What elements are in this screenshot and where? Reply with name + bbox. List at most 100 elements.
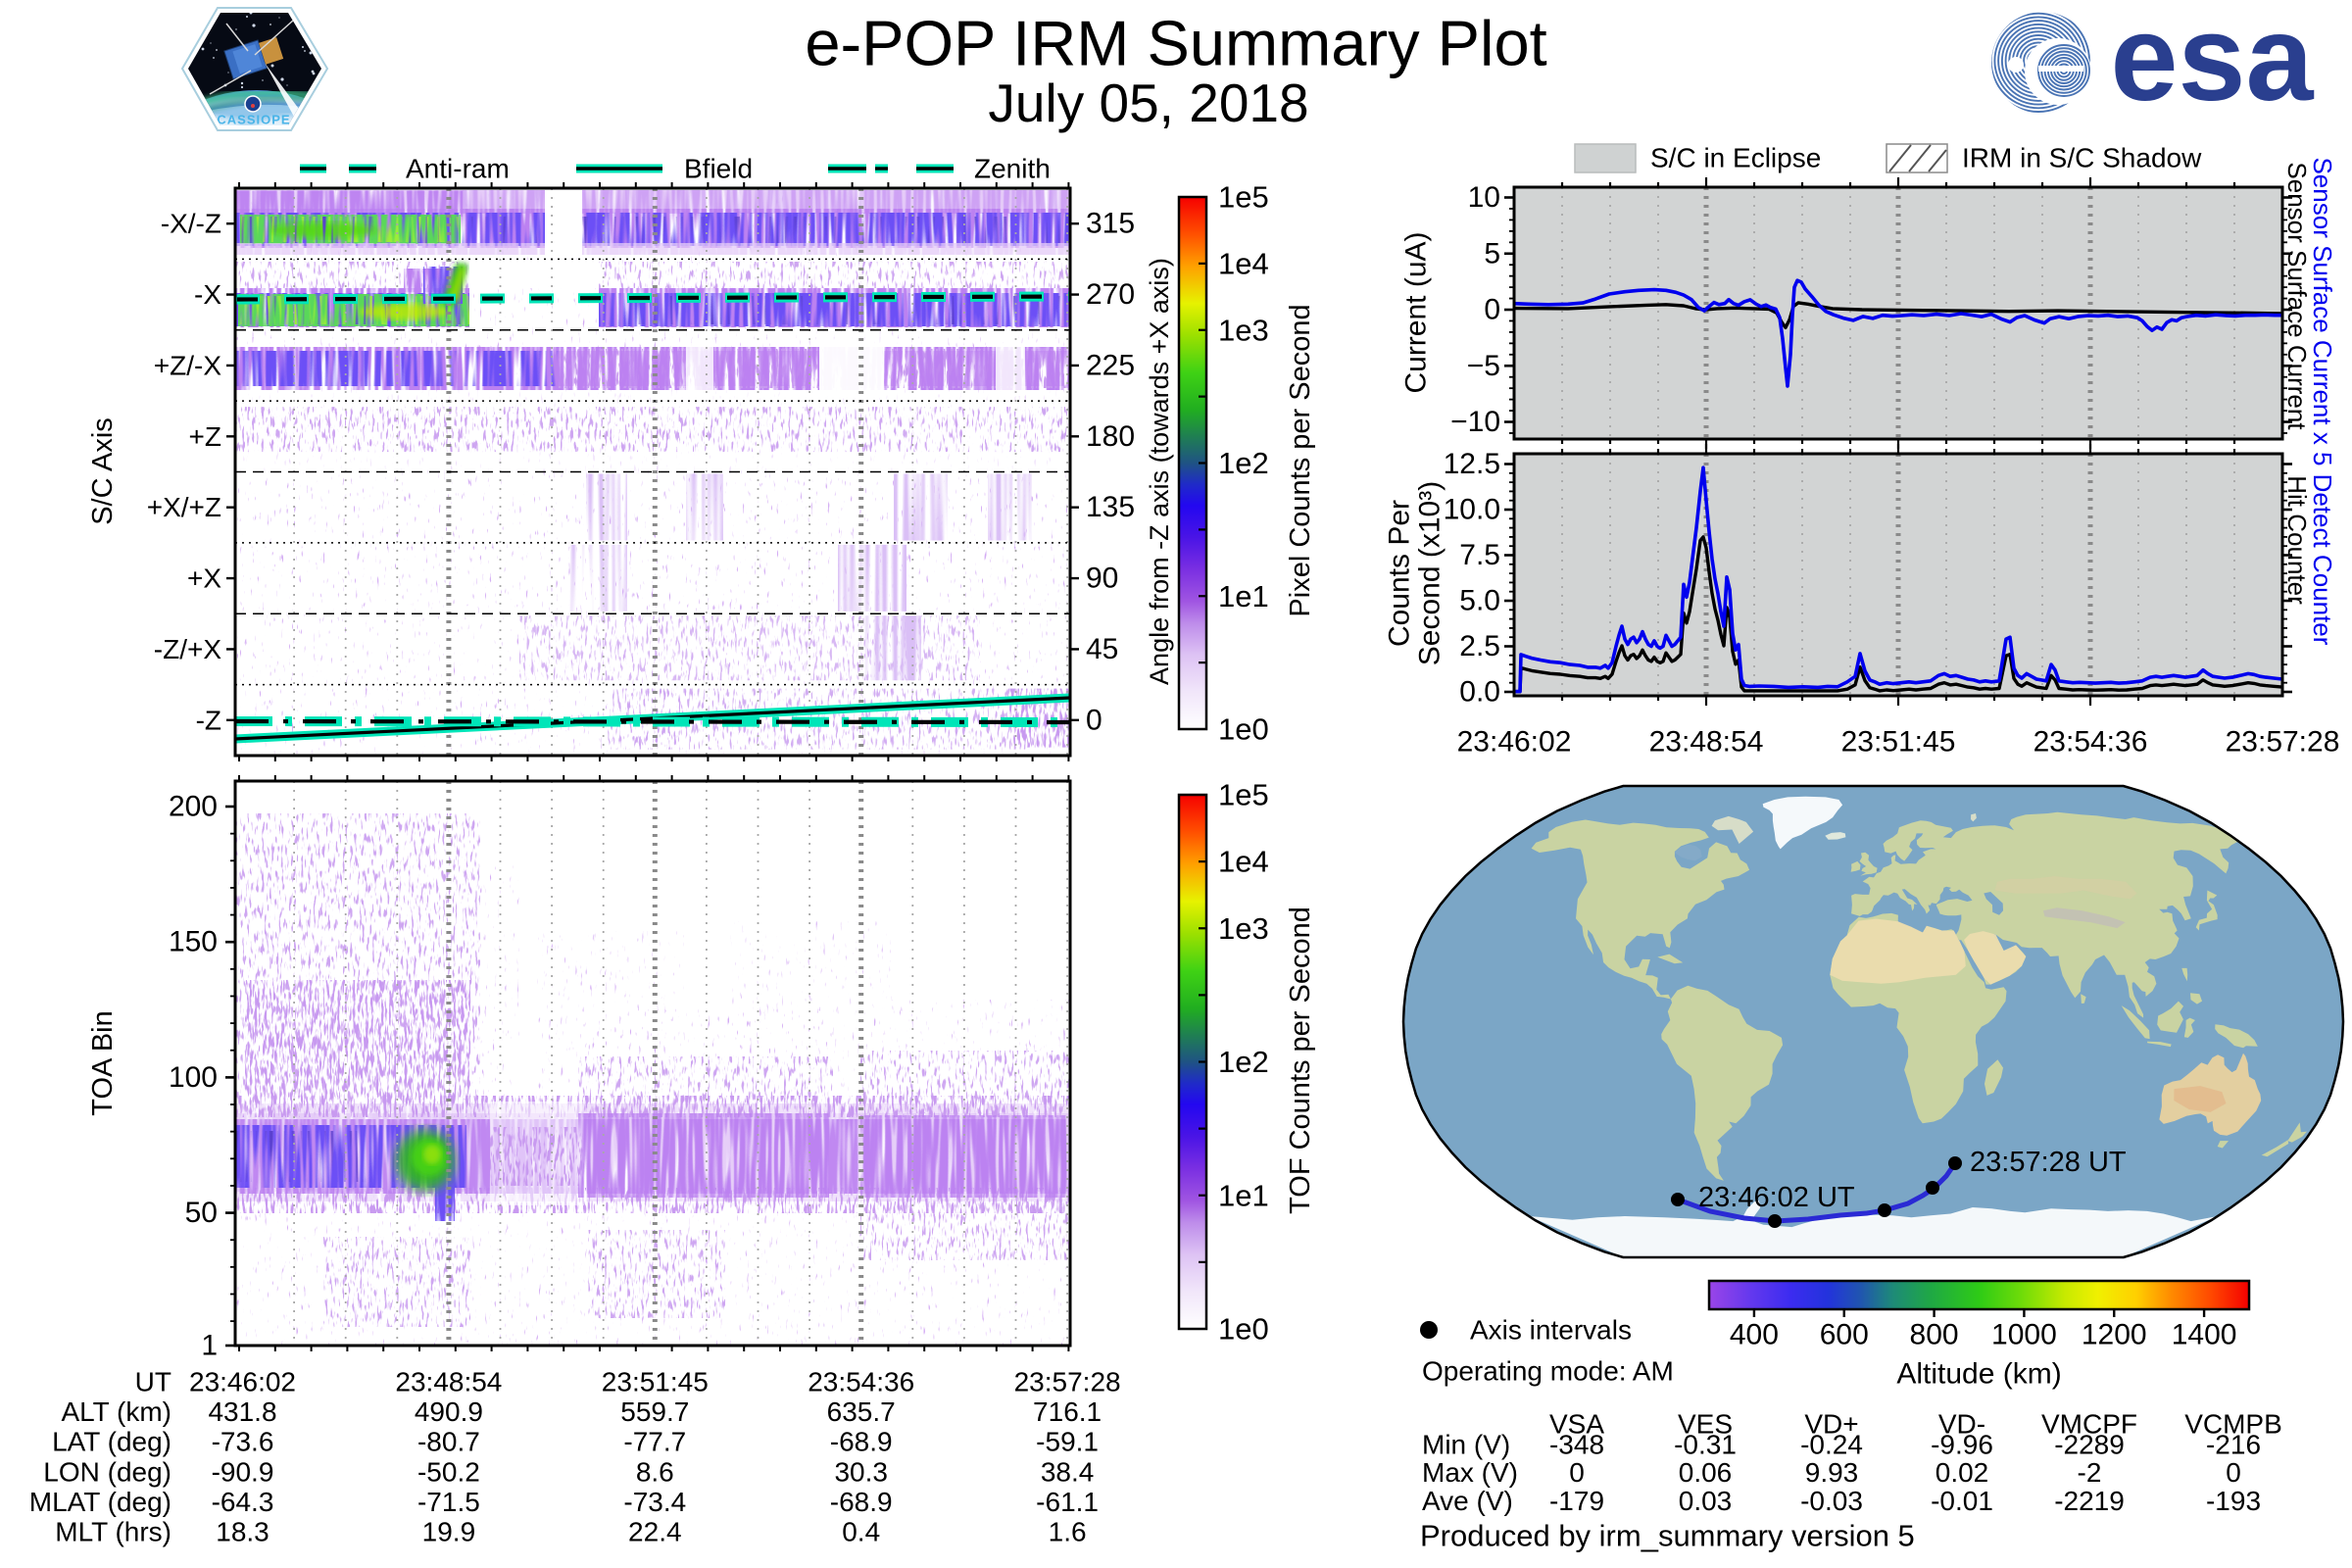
svg-text:VES: VES bbox=[1678, 1409, 1733, 1440]
svg-text:+X: +X bbox=[187, 564, 221, 594]
svg-text:135: 135 bbox=[1086, 491, 1135, 523]
svg-text:1e2: 1e2 bbox=[1218, 1045, 1269, 1079]
svg-text:-59.1: -59.1 bbox=[1036, 1427, 1099, 1457]
svg-text:-90.9: -90.9 bbox=[212, 1456, 274, 1487]
svg-text:1e3: 1e3 bbox=[1218, 911, 1269, 946]
svg-text:1e4: 1e4 bbox=[1218, 845, 1269, 879]
svg-text:23:46:02 UT: 23:46:02 UT bbox=[1698, 1182, 1855, 1213]
svg-text:MLT (hrs): MLT (hrs) bbox=[55, 1517, 172, 1547]
svg-text:10: 10 bbox=[1468, 181, 1500, 214]
svg-text:esa: esa bbox=[2111, 0, 2315, 126]
svg-text:−5: −5 bbox=[1467, 350, 1500, 382]
svg-text:LON (deg): LON (deg) bbox=[43, 1456, 172, 1487]
svg-text:23:51:45: 23:51:45 bbox=[602, 1367, 709, 1397]
svg-text:-73.4: -73.4 bbox=[623, 1487, 686, 1517]
svg-text:38.4: 38.4 bbox=[1041, 1456, 1095, 1487]
svg-text:TOA Bin: TOA Bin bbox=[87, 1010, 119, 1115]
svg-text:23:46:02: 23:46:02 bbox=[1457, 726, 1572, 759]
svg-text:July 05, 2018: July 05, 2018 bbox=[988, 73, 1308, 133]
svg-text:1200: 1200 bbox=[2082, 1319, 2147, 1351]
svg-text:30.3: 30.3 bbox=[834, 1456, 888, 1487]
svg-text:-2219: -2219 bbox=[2054, 1486, 2125, 1516]
svg-text:-50.2: -50.2 bbox=[417, 1456, 480, 1487]
svg-text:8.6: 8.6 bbox=[636, 1456, 674, 1487]
svg-text:-68.9: -68.9 bbox=[830, 1487, 893, 1517]
svg-text:Max (V): Max (V) bbox=[1422, 1457, 1518, 1488]
svg-text:800: 800 bbox=[1910, 1319, 1959, 1351]
svg-text:12.5: 12.5 bbox=[1444, 448, 1500, 480]
svg-text:23:54:36: 23:54:36 bbox=[2034, 726, 2148, 759]
svg-text:150: 150 bbox=[169, 926, 218, 958]
svg-text:S/C Axis: S/C Axis bbox=[87, 417, 119, 525]
svg-text:1e5: 1e5 bbox=[1218, 180, 1269, 215]
svg-text:1e0: 1e0 bbox=[1218, 712, 1269, 747]
svg-text:-X/-Z: -X/-Z bbox=[161, 209, 221, 239]
svg-text:-61.1: -61.1 bbox=[1036, 1487, 1099, 1517]
svg-text:-9.96: -9.96 bbox=[1931, 1430, 1993, 1460]
svg-text:1e0: 1e0 bbox=[1218, 1312, 1269, 1347]
svg-text:Altitude (km): Altitude (km) bbox=[1896, 1358, 2061, 1391]
svg-text:-71.5: -71.5 bbox=[417, 1487, 480, 1517]
svg-text:0: 0 bbox=[1484, 294, 1500, 326]
svg-text:-0.03: -0.03 bbox=[1800, 1486, 1863, 1516]
svg-text:600: 600 bbox=[1820, 1319, 1869, 1351]
svg-text:Zenith: Zenith bbox=[974, 154, 1051, 184]
svg-text:-X: -X bbox=[194, 279, 221, 310]
svg-text:559.7: 559.7 bbox=[620, 1396, 689, 1427]
svg-text:UT: UT bbox=[135, 1367, 172, 1397]
svg-text:0.03: 0.03 bbox=[1679, 1486, 1733, 1516]
svg-text:635.7: 635.7 bbox=[827, 1396, 896, 1427]
svg-text:431.8: 431.8 bbox=[208, 1396, 276, 1427]
svg-text:Axis intervals: Axis intervals bbox=[1470, 1315, 1632, 1346]
svg-text:-64.3: -64.3 bbox=[212, 1487, 274, 1517]
svg-text:23:46:02: 23:46:02 bbox=[189, 1367, 296, 1397]
svg-text:270: 270 bbox=[1086, 278, 1135, 311]
svg-text:5.0: 5.0 bbox=[1459, 585, 1500, 617]
svg-text:Second (x10³): Second (x10³) bbox=[1414, 481, 1446, 665]
svg-text:90: 90 bbox=[1086, 563, 1118, 595]
svg-text:VCMPB: VCMPB bbox=[2184, 1409, 2282, 1440]
svg-text:1400: 1400 bbox=[2172, 1319, 2237, 1351]
svg-text:1e2: 1e2 bbox=[1218, 446, 1269, 480]
svg-text:Pixel Counts per Second: Pixel Counts per Second bbox=[1285, 304, 1316, 616]
svg-text:23:57:28: 23:57:28 bbox=[1014, 1367, 1121, 1397]
svg-text:ALT (km): ALT (km) bbox=[61, 1396, 172, 1427]
svg-text:Sensor Surface Current: Sensor Surface Current bbox=[2282, 162, 2312, 430]
svg-text:Counts Per: Counts Per bbox=[1384, 500, 1416, 647]
svg-text:TOF Counts per Second: TOF Counts per Second bbox=[1285, 906, 1316, 1214]
svg-text:-216: -216 bbox=[2206, 1430, 2261, 1460]
svg-text:1e1: 1e1 bbox=[1218, 579, 1269, 613]
svg-text:23:48:54: 23:48:54 bbox=[1649, 726, 1764, 759]
svg-text:-68.9: -68.9 bbox=[830, 1427, 893, 1457]
svg-text:-77.7: -77.7 bbox=[623, 1427, 686, 1457]
svg-text:Sensor Surface Current x 5: Sensor Surface Current x 5 bbox=[2308, 157, 2337, 466]
svg-text:0.4: 0.4 bbox=[842, 1517, 880, 1547]
svg-text:18.3: 18.3 bbox=[216, 1517, 270, 1547]
svg-text:Operating mode: AM: Operating mode: AM bbox=[1422, 1356, 1674, 1387]
svg-text:23:57:28: 23:57:28 bbox=[2226, 726, 2340, 759]
svg-text:Hit Counter: Hit Counter bbox=[2282, 475, 2312, 605]
svg-text:19.9: 19.9 bbox=[422, 1517, 476, 1547]
svg-text:Bfield: Bfield bbox=[684, 154, 753, 184]
svg-text:-193: -193 bbox=[2206, 1486, 2261, 1516]
svg-text:22.4: 22.4 bbox=[628, 1517, 682, 1547]
svg-text:Produced by irm_summary versio: Produced by irm_summary version 5 bbox=[1420, 1519, 1915, 1553]
svg-text:Anti-ram: Anti-ram bbox=[406, 154, 510, 184]
svg-text:VD-: VD- bbox=[1938, 1409, 1985, 1440]
svg-text:S/C in Eclipse: S/C in Eclipse bbox=[1650, 143, 1821, 173]
svg-text:Ave (V): Ave (V) bbox=[1422, 1486, 1513, 1516]
svg-text:180: 180 bbox=[1086, 420, 1135, 453]
svg-text:LAT (deg): LAT (deg) bbox=[52, 1427, 172, 1457]
svg-text:490.9: 490.9 bbox=[415, 1396, 483, 1427]
svg-text:2.5: 2.5 bbox=[1459, 630, 1500, 662]
svg-text:-80.7: -80.7 bbox=[417, 1427, 480, 1457]
svg-text:0.02: 0.02 bbox=[1936, 1457, 1989, 1488]
svg-text:1e1: 1e1 bbox=[1218, 1178, 1269, 1212]
svg-text:1e5: 1e5 bbox=[1218, 778, 1269, 812]
svg-text:10.0: 10.0 bbox=[1444, 494, 1500, 526]
svg-text:-2289: -2289 bbox=[2054, 1430, 2125, 1460]
svg-text:-73.6: -73.6 bbox=[212, 1427, 274, 1457]
svg-text:IRM in S/C Shadow: IRM in S/C Shadow bbox=[1962, 143, 2202, 173]
svg-text:23:51:45: 23:51:45 bbox=[1841, 726, 1956, 759]
svg-text:400: 400 bbox=[1730, 1319, 1779, 1351]
